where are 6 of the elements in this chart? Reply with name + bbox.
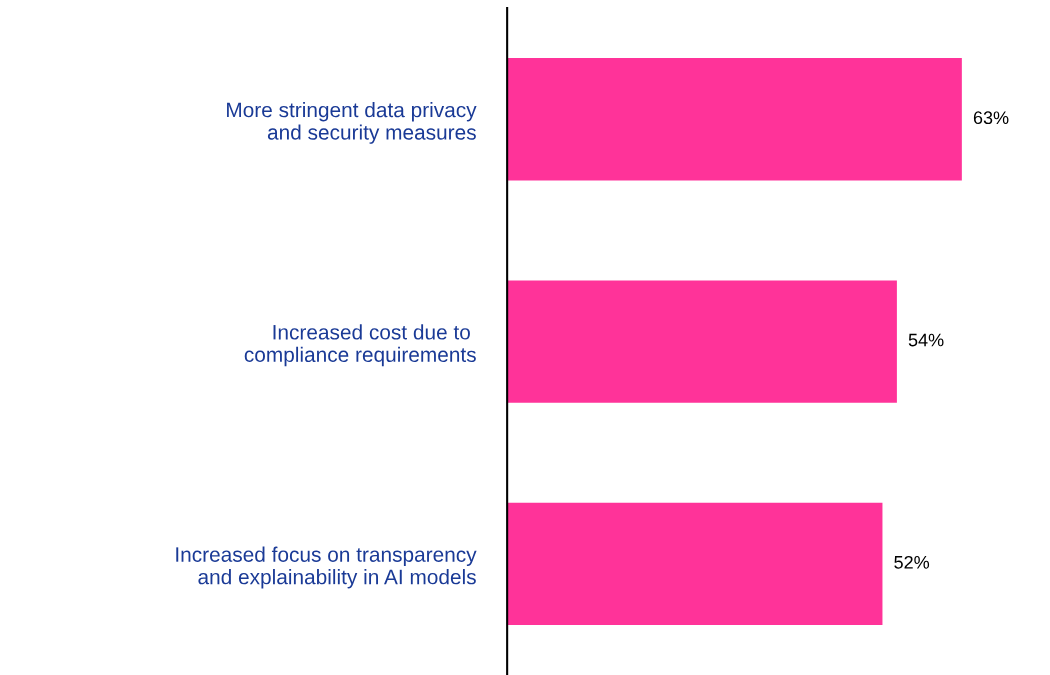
y-tick-label: More stringent data privacy and security measures: [227, 101, 477, 144]
data-label: 54%: [908, 333, 944, 347]
data-label: 63%: [973, 111, 1009, 125]
data-label: 52%: [894, 555, 930, 569]
y-tick-label: Increased focus on transparency and explainability in AI models: [176, 546, 477, 589]
y-tick-label: Increased cost due to compliance requirements: [244, 324, 476, 367]
